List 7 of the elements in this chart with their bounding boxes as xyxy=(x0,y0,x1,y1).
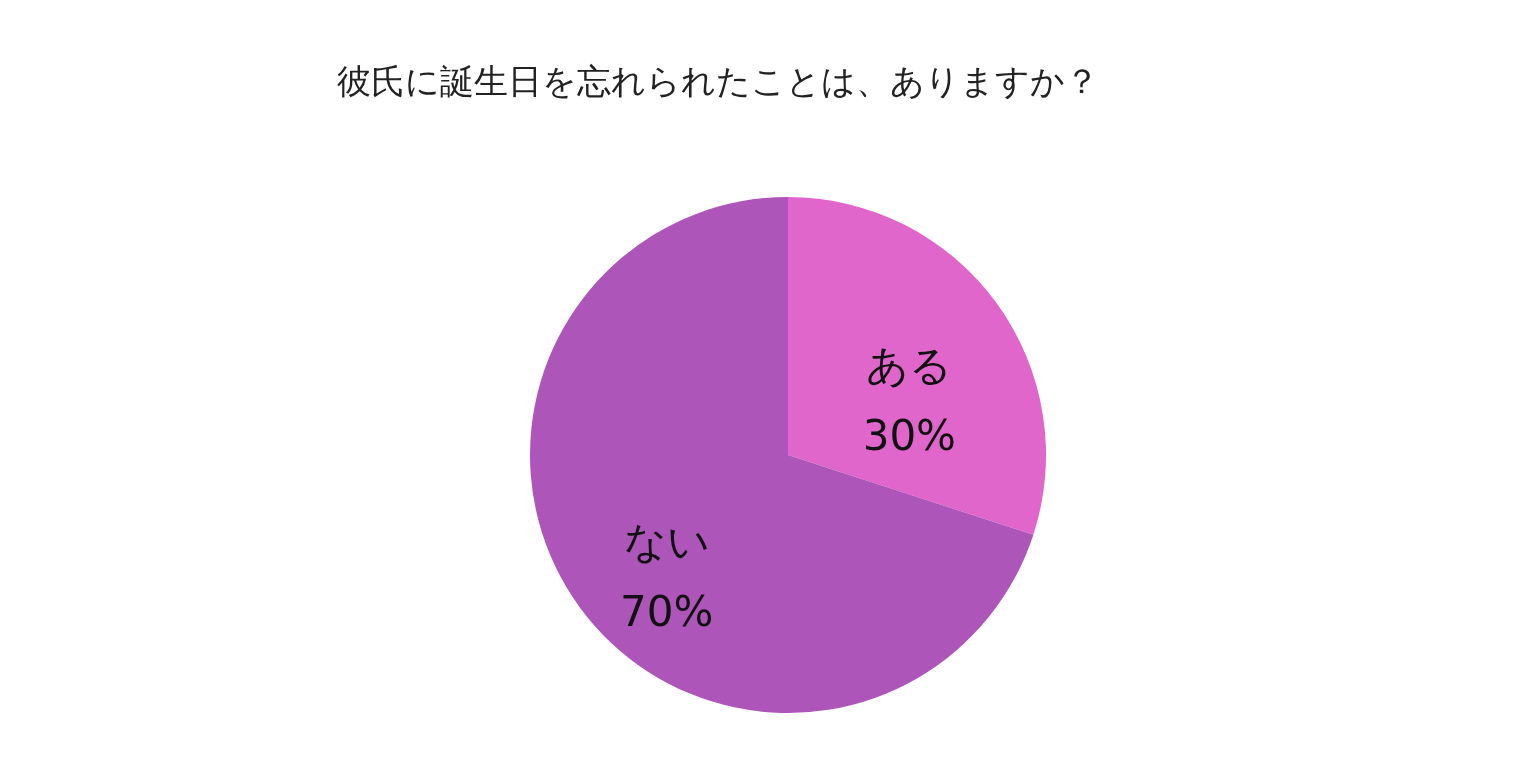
chart-title: 彼氏に誕生日を忘れられたことは、ありますか？ xyxy=(337,63,1099,100)
pie-slice xyxy=(530,197,1034,713)
slice-label: ない xyxy=(623,517,710,567)
data-label: 70% xyxy=(619,587,714,637)
data-label: 30% xyxy=(862,410,957,460)
slice-label: ある xyxy=(866,340,953,390)
pie-slice xyxy=(788,197,1046,535)
